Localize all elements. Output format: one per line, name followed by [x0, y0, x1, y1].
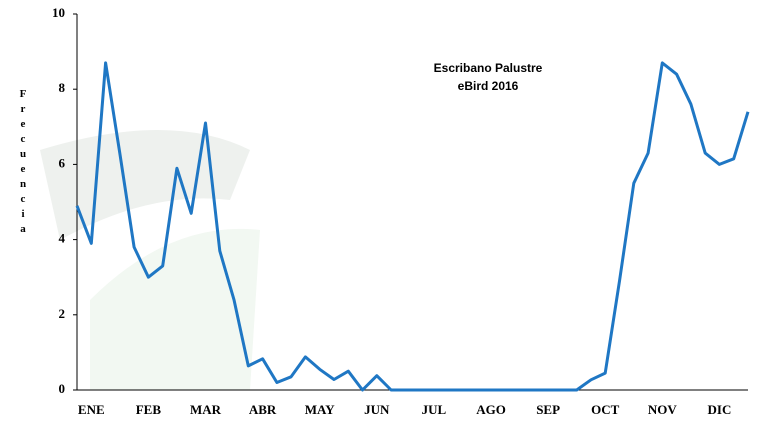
- chart-title: Escribano Palustre: [434, 61, 543, 75]
- x-tick-label: ENE: [78, 402, 105, 417]
- watermark: [90, 228, 260, 390]
- y-tick-label: 6: [59, 155, 66, 170]
- x-tick-label: SEP: [536, 402, 560, 417]
- y-tick-label: 10: [52, 5, 65, 20]
- x-tick-label: JUN: [364, 402, 390, 417]
- data-line: [75, 61, 750, 392]
- x-tick-label: JUL: [422, 402, 447, 417]
- x-tick-label: NOV: [648, 402, 678, 417]
- x-tick-label: AGO: [476, 402, 506, 417]
- y-tick-label: 2: [59, 306, 66, 321]
- x-tick-label: MAR: [190, 402, 222, 417]
- chart-subtitle: eBird 2016: [458, 79, 519, 93]
- x-tick-label: DIC: [708, 402, 732, 417]
- x-tick-label: MAY: [305, 402, 335, 417]
- y-tick-label: 4: [59, 231, 66, 246]
- y-axis-label: Frecuencia: [17, 88, 29, 238]
- x-tick-label: FEB: [136, 402, 162, 417]
- y-tick-label: 8: [59, 80, 66, 95]
- watermark: [40, 130, 250, 240]
- y-tick-label: 0: [59, 381, 66, 396]
- x-tick-label: OCT: [591, 402, 620, 417]
- x-tick-label: ABR: [249, 402, 277, 417]
